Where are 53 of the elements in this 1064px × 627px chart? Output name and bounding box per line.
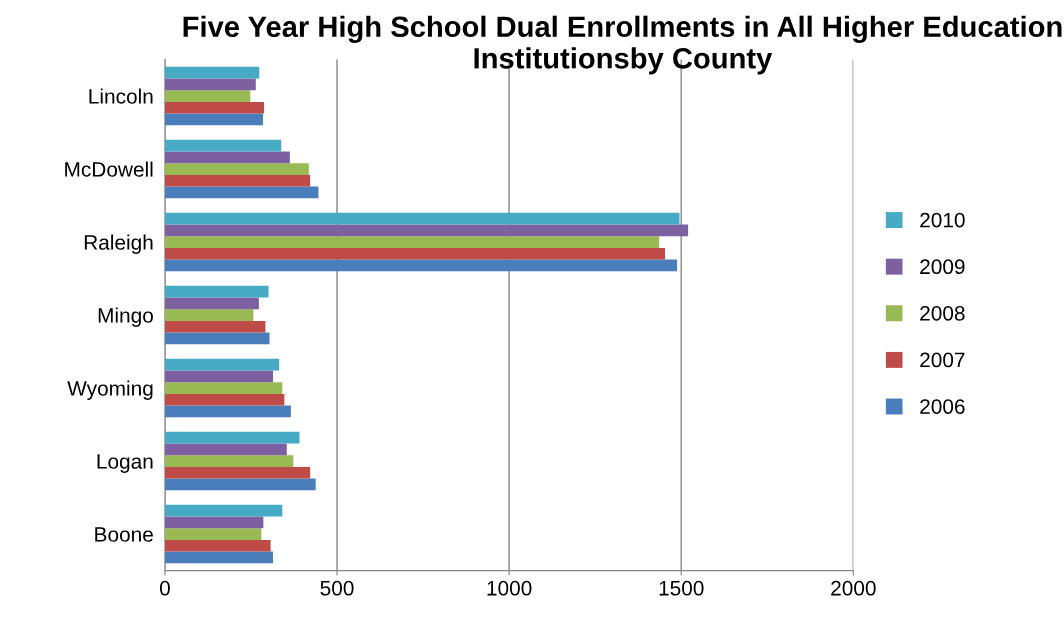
bar xyxy=(164,151,290,164)
bar xyxy=(164,504,283,517)
bar xyxy=(164,66,260,79)
bar xyxy=(164,101,265,114)
bar xyxy=(164,478,316,491)
bar xyxy=(164,297,259,310)
y-tick-label: Lincoln xyxy=(89,88,153,104)
bar xyxy=(164,212,680,225)
legend-label: 2007 xyxy=(920,352,965,368)
bar xyxy=(164,309,254,321)
bar xyxy=(164,285,269,298)
bar xyxy=(164,247,666,260)
bar xyxy=(164,236,660,248)
bar xyxy=(164,332,270,345)
y-tick-label: Raleigh xyxy=(84,234,153,254)
bar xyxy=(164,539,271,552)
bar xyxy=(164,163,309,175)
bar xyxy=(164,370,273,383)
legend-label: 2006 xyxy=(920,399,965,414)
y-tick-label: Boone xyxy=(95,527,153,542)
y-tick-label: Wyoming xyxy=(67,380,153,400)
bar xyxy=(164,455,294,467)
legend-label: 2009 xyxy=(920,259,965,275)
y-tick-label: Logan xyxy=(97,454,153,473)
x-tick-label: 0 xyxy=(159,580,170,596)
bar xyxy=(164,393,285,406)
bar xyxy=(164,259,678,272)
bar xyxy=(164,516,264,529)
bar xyxy=(164,466,311,479)
bar xyxy=(164,113,264,126)
bar xyxy=(164,528,262,540)
x-tick-label: 1500 xyxy=(659,580,704,596)
x-tick-label: 1000 xyxy=(487,580,532,596)
bar xyxy=(164,139,282,152)
bar xyxy=(164,78,256,91)
legend-label: 2010 xyxy=(920,212,965,228)
bar xyxy=(164,224,689,237)
chart-title: Five Year High School Dual Enrollments in All Higher Education Institutionsby County xyxy=(183,15,1062,75)
bar xyxy=(164,551,273,564)
bar xyxy=(164,431,300,444)
bar xyxy=(164,90,251,102)
bar xyxy=(164,358,280,371)
bar xyxy=(164,186,319,199)
bar xyxy=(164,174,311,187)
legend-label: 2008 xyxy=(920,305,965,321)
y-tick-label: McDowell xyxy=(65,161,153,177)
x-tick-label: 500 xyxy=(320,580,354,596)
bar xyxy=(164,320,266,333)
bar xyxy=(164,405,291,418)
y-tick-label: Mingo xyxy=(98,307,153,327)
x-tick-label: 2000 xyxy=(831,580,876,596)
bar xyxy=(164,443,287,456)
bar xyxy=(164,382,283,394)
